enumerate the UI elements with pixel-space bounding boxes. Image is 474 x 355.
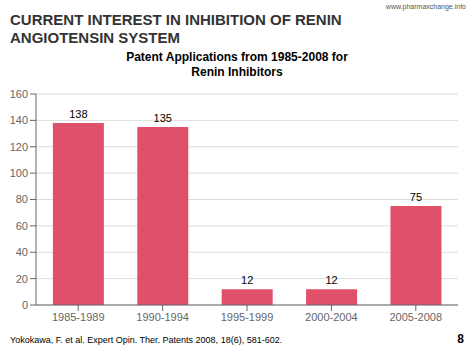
svg-text:1995-1999: 1995-1999	[221, 311, 274, 323]
html-text:Yokokawa, F. et al. Expert Opi: Yokokawa, F. et al. Expert Opin. Ther. P…	[10, 335, 283, 345]
svg-text:20: 20	[16, 273, 28, 285]
svg-text:140: 140	[10, 114, 28, 126]
svg-text:2005-2008: 2005-2008	[389, 311, 442, 323]
html-text:Patent Applications from 1985-: Patent Applications from 1985-2008 for	[126, 50, 348, 64]
svg-text:135: 135	[154, 112, 172, 124]
html-text:8: 8	[457, 332, 464, 346]
svg-text:120: 120	[10, 141, 28, 153]
svg-text:75: 75	[410, 191, 422, 203]
svg-text:2000-2004: 2000-2004	[305, 311, 358, 323]
svg-text:138: 138	[69, 108, 87, 120]
svg-text:1990-1994: 1990-1994	[136, 311, 189, 323]
svg-text:12: 12	[241, 274, 253, 286]
svg-text:100: 100	[10, 167, 28, 179]
svg-text:40: 40	[16, 246, 28, 258]
html-text:www.pharmaxchange.info: www.pharmaxchange.info	[385, 3, 466, 10]
svg-text:0: 0	[22, 299, 28, 311]
svg-text:60: 60	[16, 220, 28, 232]
html-text:Renin Inhibitors: Renin Inhibitors	[191, 65, 283, 79]
html-text:ANGIOTENSIN SYSTEM: ANGIOTENSIN SYSTEM	[10, 29, 180, 46]
svg-text:80: 80	[16, 193, 28, 205]
svg-text:160: 160	[10, 88, 28, 100]
svg-text:1985-1989: 1985-1989	[52, 311, 105, 323]
svg-text:12: 12	[325, 274, 337, 286]
html-text:CURRENT INTEREST IN INHIBITION: CURRENT INTEREST IN INHIBITION OF RENIN	[10, 11, 342, 28]
